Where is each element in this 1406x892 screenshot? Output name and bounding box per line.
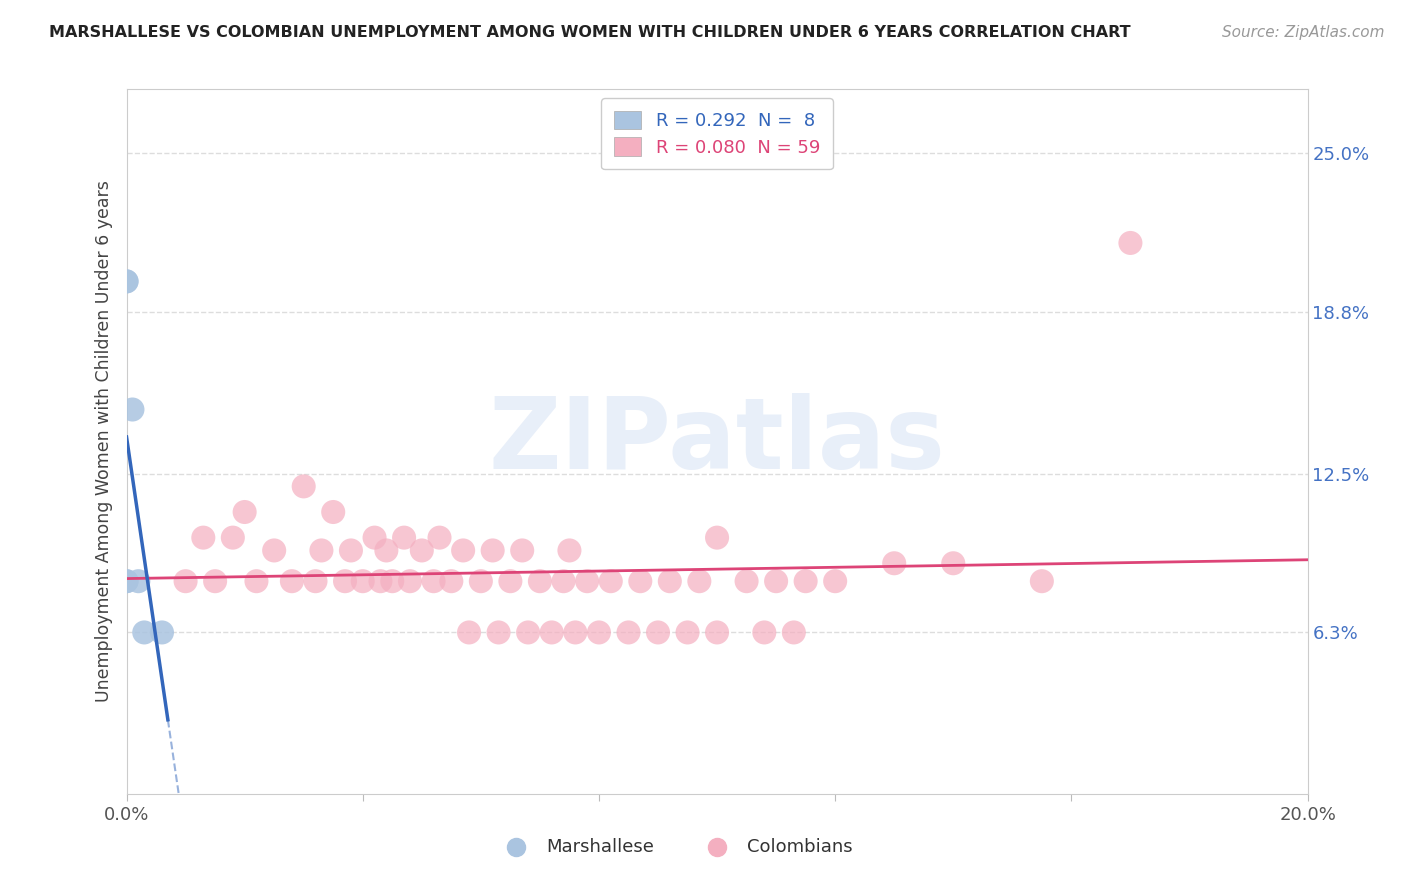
Point (381, 574, 404, 589)
Point (647, 625, 669, 640)
Point (375, 543, 398, 558)
Point (824, 574, 846, 589)
Point (754, 625, 776, 640)
Point (127, 574, 149, 589)
Text: MARSHALLESE VS COLOMBIAN UNEMPLOYMENT AMONG WOMEN WITH CHILDREN UNDER 6 YEARS CO: MARSHALLESE VS COLOMBIAN UNEMPLOYMENT AM… (49, 25, 1130, 40)
Point (292, 479, 315, 493)
Point (765, 574, 787, 589)
Point (688, 574, 710, 589)
Text: Colombians: Colombians (747, 838, 852, 855)
Point (263, 543, 285, 558)
Legend: R = 0.292  N =  8, R = 0.080  N = 59: R = 0.292 N = 8, R = 0.080 N = 59 (602, 98, 832, 169)
Point (115, 274, 138, 288)
Point (392, 531, 415, 545)
Point (193, 531, 215, 545)
Point (281, 574, 304, 589)
Point (540, 625, 562, 640)
Point (304, 574, 326, 589)
Point (564, 625, 586, 640)
Point (1031, 574, 1053, 589)
Point (599, 574, 621, 589)
Point (588, 625, 610, 640)
Point (233, 505, 256, 519)
Point (352, 574, 374, 589)
Point (706, 531, 728, 545)
Point (115, 574, 138, 589)
Point (340, 543, 363, 558)
Point (942, 556, 965, 570)
Point (553, 574, 575, 589)
Point (311, 543, 333, 558)
Point (422, 574, 444, 589)
Point (510, 543, 533, 558)
Point (883, 556, 905, 570)
Point (222, 531, 245, 545)
Text: ZIPatlas: ZIPatlas (489, 393, 945, 490)
Point (517, 625, 540, 640)
Point (399, 574, 422, 589)
Point (451, 543, 474, 558)
Point (363, 531, 385, 545)
Point (529, 574, 551, 589)
Point (481, 543, 503, 558)
Point (488, 625, 510, 640)
Point (783, 625, 806, 640)
Point (658, 574, 681, 589)
Point (245, 574, 267, 589)
Point (706, 625, 728, 640)
Point (174, 574, 197, 589)
Point (150, 625, 173, 640)
Point (794, 574, 817, 589)
Point (470, 574, 492, 589)
Point (735, 574, 758, 589)
Point (676, 625, 699, 640)
Point (576, 574, 599, 589)
Point (115, 274, 138, 288)
Point (204, 574, 226, 589)
Point (429, 531, 451, 545)
Point (411, 543, 433, 558)
Point (322, 505, 344, 519)
Point (134, 625, 156, 640)
Point (115, 574, 138, 589)
Point (370, 574, 392, 589)
Point (333, 574, 356, 589)
Point (121, 402, 143, 417)
Point (617, 625, 640, 640)
Point (458, 625, 481, 640)
Point (499, 574, 522, 589)
Point (1119, 235, 1142, 250)
Point (628, 574, 651, 589)
Point (440, 574, 463, 589)
Text: Source: ZipAtlas.com: Source: ZipAtlas.com (1222, 25, 1385, 40)
Point (558, 543, 581, 558)
Y-axis label: Unemployment Among Women with Children Under 6 years: Unemployment Among Women with Children U… (94, 180, 112, 703)
Text: Marshallese: Marshallese (546, 838, 654, 855)
